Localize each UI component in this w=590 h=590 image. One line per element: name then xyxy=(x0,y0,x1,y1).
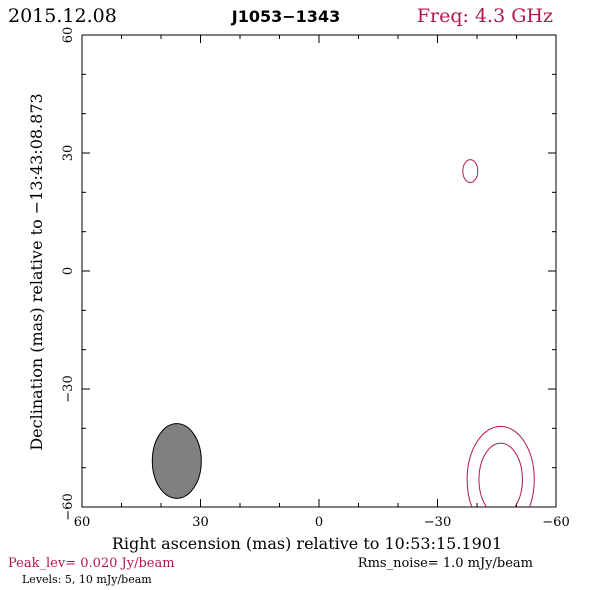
peak-level: Peak_lev= 0.020 Jy/beam xyxy=(8,556,175,571)
x-tick-label: 60 xyxy=(74,515,91,530)
y-tick-label: −60 xyxy=(61,493,76,520)
observation-date: 2015.12.08 xyxy=(8,5,117,27)
x-tick-label: 0 xyxy=(315,515,323,530)
contour-outer xyxy=(466,425,535,507)
source-name: J1053−1343 xyxy=(231,7,340,26)
y-tick-label: 60 xyxy=(61,27,76,44)
y-tick-label: 0 xyxy=(61,267,76,275)
contour-small xyxy=(462,159,479,184)
rms-noise: Rms_noise= 1.0 mJy/beam xyxy=(358,556,533,571)
x-axis-label: Right ascension (mas) relative to 10:53:… xyxy=(112,534,502,553)
y-axis-label: Declination (mas) relative to −13:43:08.… xyxy=(27,93,46,450)
beam-ellipse xyxy=(151,423,202,499)
x-tick-label: −60 xyxy=(542,515,569,530)
y-tick-label: 30 xyxy=(61,145,76,162)
x-tick-label: 30 xyxy=(192,515,209,530)
plot-frame xyxy=(81,34,557,508)
contour-inner xyxy=(478,442,523,507)
frequency-label: Freq: 4.3 GHz xyxy=(417,5,553,27)
x-tick-label: −30 xyxy=(424,515,451,530)
contour-levels: Levels: 5, 10 mJy/beam xyxy=(22,573,152,586)
y-tick-label: −30 xyxy=(61,375,76,402)
